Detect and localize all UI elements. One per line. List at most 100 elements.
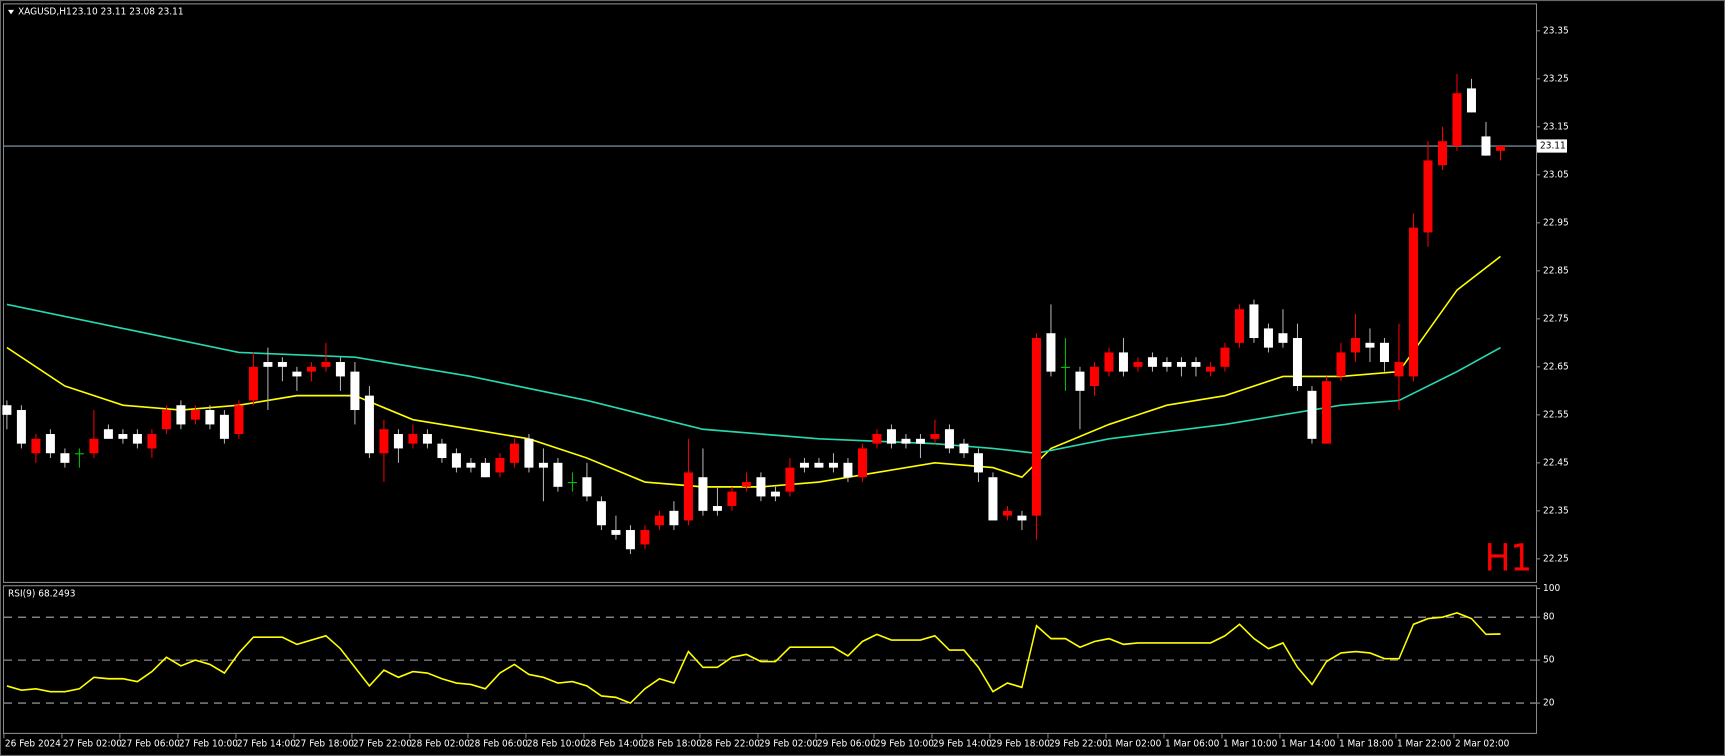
candle-body (1017, 515, 1027, 521)
candle-body (147, 434, 157, 449)
candle-body (582, 477, 592, 497)
candle-body (1408, 227, 1418, 377)
candle-body (495, 458, 505, 473)
y-tick-label: 22.75 (1543, 313, 1569, 325)
timeframe-label: H1 (1485, 537, 1532, 580)
candle-body (1191, 362, 1201, 367)
y-tick-label: 50 (1543, 654, 1554, 666)
candle-body (799, 462, 809, 468)
candle-body (1205, 366, 1215, 372)
x-tick-label: 26 Feb 2024 (5, 738, 61, 750)
candle-body (857, 448, 867, 478)
candle-body (944, 429, 954, 449)
x-tick-label: 27 Feb 10:00 (179, 738, 238, 750)
candle-body (683, 472, 693, 521)
candle-body (1002, 510, 1012, 516)
candle-body (45, 434, 55, 454)
candle-body (1089, 366, 1099, 387)
current-price-box (1537, 139, 1567, 153)
candle-body (1379, 342, 1389, 363)
moving-average (6, 303, 1501, 455)
candle-body (1437, 141, 1447, 166)
candle-body (785, 467, 795, 492)
candle-body (1060, 366, 1070, 368)
candle-body (973, 453, 983, 473)
x-tick-label: 2 Mar 02:00 (1455, 738, 1509, 750)
candle-body (466, 462, 476, 468)
rsi-title: RSI(9) 68.2493 (8, 588, 75, 600)
chart-title: XAGUSD,H1 (18, 6, 72, 18)
candle-body (437, 443, 447, 459)
candle-body (756, 477, 766, 497)
candle-body (1481, 136, 1491, 156)
candle-body (509, 443, 519, 463)
candle-body (1147, 357, 1157, 367)
candle-body (524, 438, 534, 468)
candle-body (379, 429, 389, 454)
candle-body (451, 453, 461, 468)
candle-body (1162, 362, 1172, 367)
candle-body (480, 462, 490, 478)
y-tick-label: 22.95 (1543, 217, 1569, 229)
candle-body (31, 438, 41, 454)
y-tick-label: 23.35 (1543, 25, 1569, 37)
y-tick-label: 80 (1543, 611, 1554, 623)
candle-body (1423, 160, 1433, 233)
candle-body (669, 510, 679, 526)
candle-body (741, 482, 751, 487)
y-tick-label: 22.65 (1543, 361, 1569, 373)
y-tick-label: 23.15 (1543, 121, 1569, 133)
candle-body (1031, 338, 1041, 516)
candle-body (364, 395, 374, 454)
candle-body (393, 434, 403, 449)
candle-body (1234, 309, 1244, 343)
candle-body (1263, 328, 1273, 348)
y-tick-label: 22.35 (1543, 505, 1569, 517)
candle-body (350, 371, 360, 411)
candle-body (1046, 333, 1056, 372)
candle-body (306, 366, 316, 372)
candle-body (1104, 352, 1114, 372)
candle-body (843, 462, 853, 478)
candle-body (930, 434, 940, 439)
candle-body (712, 506, 722, 511)
candle-body (321, 362, 331, 367)
candle-body (1220, 347, 1230, 367)
candle-body (1321, 381, 1331, 444)
candle-body (219, 414, 229, 439)
x-tick-label: 1 Mar 14:00 (1281, 738, 1335, 750)
candle-body (872, 434, 882, 444)
candle-body (1118, 352, 1128, 372)
y-tick-label: 22.25 (1543, 553, 1569, 565)
candle-body (248, 366, 258, 401)
x-tick-label: 28 Feb 02:00 (411, 738, 470, 750)
candle-body (567, 482, 577, 484)
x-tick-label: 27 Feb 18:00 (295, 738, 354, 750)
x-tick-label: 27 Feb 14:00 (237, 738, 296, 750)
candle-body (1336, 352, 1346, 377)
candle-body (132, 434, 142, 444)
x-tick-label: 1 Mar 02:00 (1107, 738, 1161, 750)
menu-arrow[interactable] (8, 9, 14, 15)
y-tick-label: 22.45 (1543, 457, 1569, 469)
current-price-label: 23.11 (1540, 140, 1566, 152)
y-tick-label: 22.85 (1543, 265, 1569, 277)
candle-body (1176, 362, 1186, 367)
candle-body (988, 477, 998, 521)
x-tick-label: 28 Feb 18:00 (643, 738, 702, 750)
candle-body (553, 462, 563, 487)
candle-body (1075, 371, 1085, 391)
x-tick-label: 28 Feb 14:00 (585, 738, 644, 750)
candle-body (408, 434, 418, 444)
candle-body (1249, 304, 1259, 339)
x-tick-label: 27 Feb 02:00 (63, 738, 122, 750)
candle-body (190, 410, 200, 420)
x-tick-label: 1 Mar 10:00 (1223, 738, 1277, 750)
candle-body (1292, 338, 1302, 387)
candle-body (901, 438, 911, 444)
candle-body (1495, 146, 1505, 151)
x-tick-label: 29 Feb 22:00 (1049, 738, 1108, 750)
